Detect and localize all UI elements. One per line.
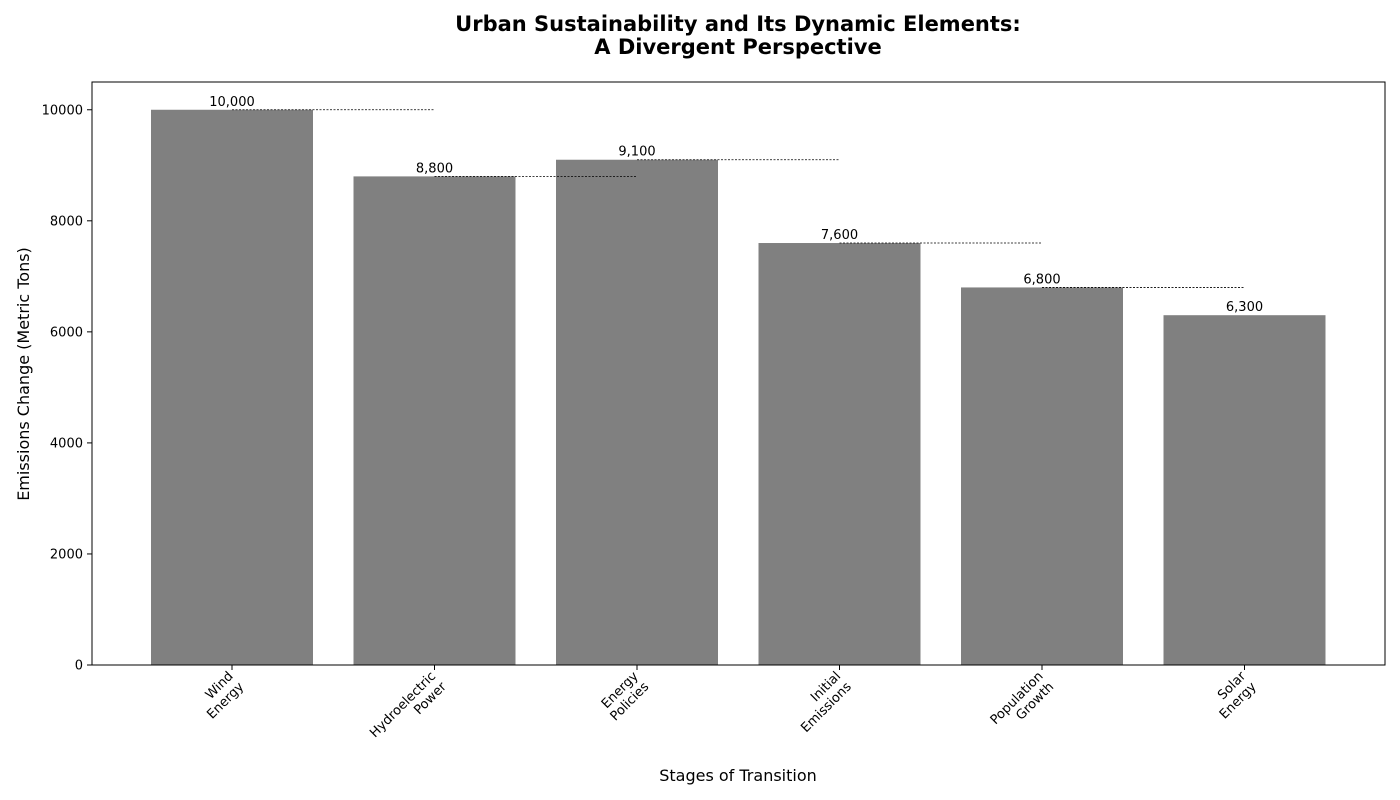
chart-title-line-1: Urban Sustainability and Its Dynamic Ele… xyxy=(455,12,1021,36)
y-tick-label: 8000 xyxy=(50,214,83,229)
x-axis-label: Stages of Transition xyxy=(659,766,817,785)
y-tick-label: 0 xyxy=(75,659,83,674)
bar xyxy=(961,287,1123,665)
data-label: 9,100 xyxy=(618,145,655,160)
bar xyxy=(1163,315,1326,665)
y-tick-label: 4000 xyxy=(50,436,83,451)
data-label: 6,800 xyxy=(1023,272,1060,287)
bar xyxy=(758,243,921,665)
data-label: 10,000 xyxy=(209,95,255,110)
data-label: 7,600 xyxy=(821,228,858,243)
bar xyxy=(556,159,718,665)
data-label: 6,300 xyxy=(1226,300,1263,315)
y-tick-label: 10000 xyxy=(42,103,83,118)
y-axis-label: Emissions Change (Metric Tons) xyxy=(14,247,33,501)
y-tick-label: 2000 xyxy=(50,547,83,562)
data-label: 8,800 xyxy=(416,161,453,176)
plot-frame xyxy=(91,81,1386,666)
bar xyxy=(353,176,516,665)
plot-area: 0 2000 4000 6000 8000 10000 10,000 8,800 9,100 7,… xyxy=(42,95,1326,741)
bar xyxy=(151,109,313,665)
y-tick-label: 6000 xyxy=(50,325,83,340)
chart-title-line-2: A Divergent Perspective xyxy=(594,35,881,59)
